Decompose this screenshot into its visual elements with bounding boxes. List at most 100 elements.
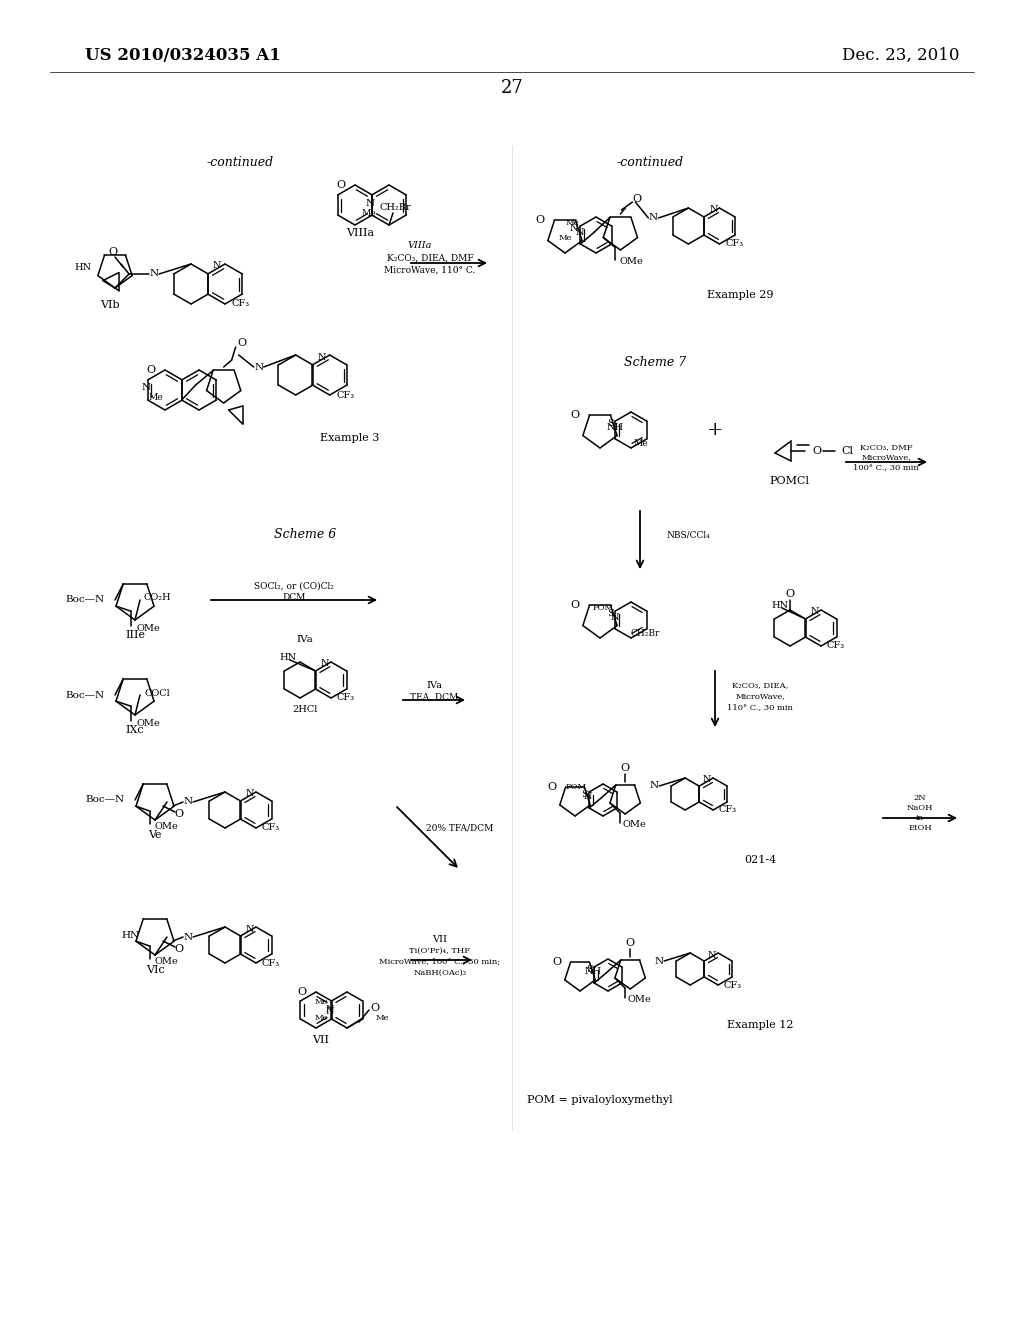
Text: S: S	[581, 789, 588, 799]
Text: IXc: IXc	[126, 725, 144, 735]
Text: N: N	[575, 228, 585, 238]
Text: N: N	[710, 206, 718, 214]
Text: N: N	[708, 950, 717, 960]
Text: in: in	[916, 814, 924, 822]
Text: MicroWave, 100° C., 30 min;: MicroWave, 100° C., 30 min;	[380, 958, 501, 966]
Text: Boc—N: Boc—N	[66, 690, 105, 700]
Text: EtOH: EtOH	[908, 824, 932, 832]
Text: Ti(O'Pr)₄, THF: Ti(O'Pr)₄, THF	[410, 946, 471, 954]
Text: O: O	[547, 781, 556, 792]
Text: Me: Me	[361, 210, 376, 219]
Text: O: O	[552, 957, 561, 968]
Text: HN: HN	[122, 931, 140, 940]
Text: Scheme 7: Scheme 7	[624, 355, 686, 368]
Text: O: O	[174, 809, 183, 818]
Text: N: N	[326, 1006, 334, 1015]
Text: 110° C., 30 min: 110° C., 30 min	[727, 704, 793, 711]
Text: O: O	[109, 247, 118, 257]
Text: OMe: OMe	[154, 821, 178, 830]
Text: CF₃: CF₃	[337, 693, 355, 702]
Text: N: N	[246, 924, 254, 933]
Text: O: O	[174, 944, 183, 954]
Text: OMe: OMe	[622, 821, 646, 829]
Text: Scheme 6: Scheme 6	[273, 528, 336, 541]
Text: SOCl₂, or (CO)Cl₂: SOCl₂, or (CO)Cl₂	[254, 582, 334, 590]
Text: 27: 27	[501, 79, 523, 96]
Text: Example 3: Example 3	[321, 433, 380, 444]
Text: N: N	[254, 363, 263, 371]
Text: MicroWave,: MicroWave,	[735, 692, 785, 700]
Text: Me: Me	[314, 1014, 329, 1022]
Text: O: O	[570, 601, 580, 610]
Text: N: N	[811, 607, 819, 616]
Text: CF₃: CF₃	[337, 391, 354, 400]
Text: N: N	[611, 612, 620, 622]
Text: NaOH: NaOH	[906, 804, 933, 812]
Text: CF₃: CF₃	[723, 981, 741, 990]
Text: Dec. 23, 2010: Dec. 23, 2010	[843, 46, 961, 63]
Text: CF₃: CF₃	[718, 805, 736, 814]
Text: MicroWave,: MicroWave,	[861, 453, 911, 461]
Text: VIIIa: VIIIa	[408, 242, 432, 251]
Text: POMCl: POMCl	[769, 477, 809, 486]
Text: HN: HN	[771, 602, 788, 610]
Text: N: N	[584, 792, 593, 801]
Text: OMe: OMe	[136, 623, 160, 632]
Text: O: O	[785, 589, 795, 599]
Text: Me: Me	[314, 998, 329, 1006]
Text: TEA, DCM: TEA, DCM	[410, 693, 458, 701]
Text: O: O	[570, 411, 580, 421]
Text: CF₃: CF₃	[262, 958, 280, 968]
Text: N: N	[569, 224, 578, 232]
Text: 100° C., 30 min: 100° C., 30 min	[853, 463, 919, 471]
Text: HN: HN	[75, 264, 92, 272]
Text: N: N	[326, 1005, 334, 1014]
Text: Me: Me	[559, 235, 572, 243]
Text: CH₂Br: CH₂Br	[631, 628, 659, 638]
Text: NaBH(OAc)₃: NaBH(OAc)₃	[414, 969, 467, 977]
Text: NH: NH	[585, 968, 602, 977]
Text: HN: HN	[280, 653, 297, 663]
Text: Example 29: Example 29	[707, 290, 773, 300]
Text: VIIIa: VIIIa	[346, 228, 374, 238]
Text: POM: POM	[565, 783, 587, 791]
Text: Me: Me	[375, 1014, 389, 1022]
Text: O: O	[621, 763, 630, 774]
Text: N: N	[649, 214, 658, 223]
Text: N: N	[150, 269, 159, 279]
Text: K₂CO₃, DMF: K₂CO₃, DMF	[860, 444, 912, 451]
Text: -continued: -continued	[616, 157, 684, 169]
Text: -continued: -continued	[207, 157, 273, 169]
Text: O: O	[626, 939, 635, 948]
Text: +: +	[707, 421, 723, 440]
Text: S: S	[586, 965, 593, 974]
Text: K₂CO₃, DIEA,: K₂CO₃, DIEA,	[732, 681, 788, 689]
Text: NH: NH	[606, 424, 624, 432]
Text: POM: POM	[593, 603, 613, 611]
Text: N: N	[366, 198, 375, 207]
Text: VII: VII	[312, 1035, 330, 1045]
Text: CF₃: CF₃	[827, 642, 845, 651]
Text: Me: Me	[148, 393, 163, 403]
Text: N: N	[317, 352, 326, 362]
Text: VIb: VIb	[100, 300, 120, 310]
Text: N: N	[183, 797, 193, 807]
Text: MicroWave, 110° C.: MicroWave, 110° C.	[384, 265, 475, 275]
Text: IIIe: IIIe	[125, 630, 145, 640]
Text: US 2010/0324035 A1: US 2010/0324035 A1	[85, 46, 281, 63]
Text: N: N	[654, 957, 664, 965]
Text: Me: Me	[634, 438, 648, 447]
Text: Example 12: Example 12	[727, 1020, 794, 1030]
Text: OMe: OMe	[620, 257, 643, 267]
Text: O: O	[337, 180, 345, 190]
Text: N: N	[702, 776, 712, 784]
Text: OMe: OMe	[136, 718, 160, 727]
Text: O: O	[536, 215, 545, 226]
Text: N: N	[321, 660, 330, 668]
Text: OMe: OMe	[627, 995, 651, 1005]
Text: 20% TFA/DCM: 20% TFA/DCM	[426, 824, 494, 833]
Text: O: O	[371, 1003, 380, 1012]
Text: O: O	[633, 194, 642, 205]
Text: N: N	[141, 384, 151, 392]
Text: Ve: Ve	[148, 830, 162, 840]
